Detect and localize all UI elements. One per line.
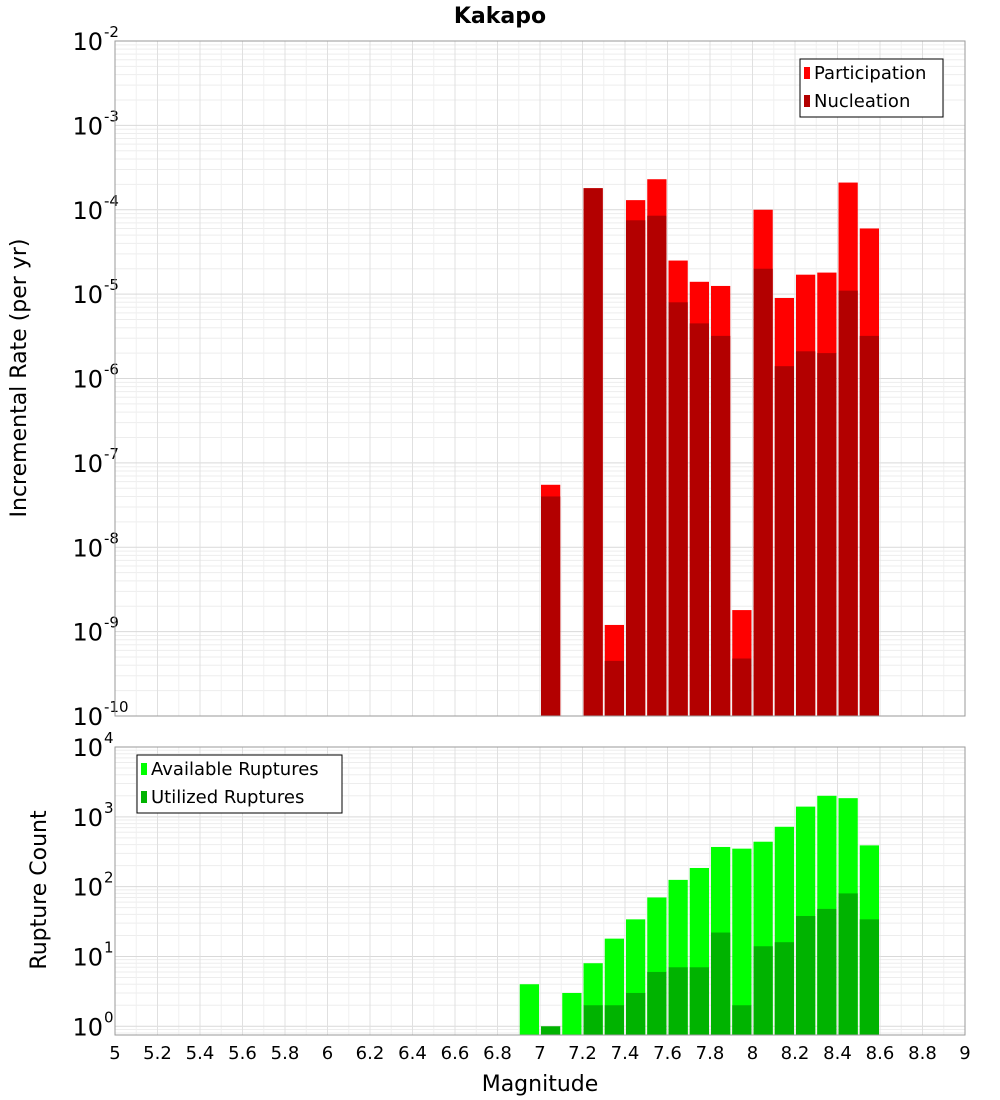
count-bar-utilized-ruptures bbox=[796, 915, 816, 1035]
top-y-axis-label: Incremental Rate (per yr) bbox=[7, 239, 32, 518]
rate-bar-nucleation bbox=[668, 302, 688, 716]
rate-ytick-label-exponent: -8 bbox=[104, 529, 119, 547]
rate-ytick-label-base: 10 bbox=[72, 366, 103, 394]
count-ytick-label-base: 10 bbox=[72, 1013, 103, 1041]
rate-ytick-label-exponent: -6 bbox=[104, 361, 119, 379]
count-ytick-label-exponent: 0 bbox=[104, 1008, 114, 1026]
x-tick-label: 5 bbox=[109, 1043, 120, 1064]
count-bar-utilized-ruptures bbox=[668, 967, 688, 1035]
count-ytick-label-exponent: 4 bbox=[104, 729, 114, 747]
x-tick-label: 7 bbox=[534, 1043, 545, 1064]
count-legend-swatch bbox=[141, 763, 147, 775]
rate-bar-nucleation bbox=[838, 290, 858, 716]
rate-plot-border bbox=[114, 40, 966, 717]
count-bar-utilized-ruptures bbox=[541, 1026, 561, 1035]
x-tick-label: 8.2 bbox=[781, 1043, 810, 1064]
rate-legend-label: Nucleation bbox=[814, 91, 910, 112]
x-tick-label: 7.4 bbox=[611, 1043, 640, 1064]
x-tick-label: 5.2 bbox=[143, 1043, 172, 1064]
x-tick-label: 7.6 bbox=[653, 1043, 682, 1064]
chart-title: Kakapo bbox=[454, 4, 546, 29]
rate-bar-nucleation bbox=[583, 188, 603, 717]
count-ytick-label-base: 10 bbox=[72, 804, 103, 832]
rate-legend-swatch bbox=[804, 95, 810, 107]
rate-ytick-label-exponent: -2 bbox=[104, 23, 119, 41]
rate-bar-nucleation bbox=[774, 366, 794, 716]
x-tick-label: 5.6 bbox=[228, 1043, 257, 1064]
count-ytick-label-exponent: 1 bbox=[104, 938, 114, 956]
count-legend-label: Utilized Ruptures bbox=[151, 787, 304, 808]
rate-ytick-label-base: 10 bbox=[72, 112, 103, 140]
count-ytick-label-base: 10 bbox=[72, 874, 103, 902]
rate-ytick-label-exponent: -7 bbox=[104, 445, 119, 463]
rate-ytick-label-exponent: -9 bbox=[104, 614, 119, 632]
rate-ytick-label-exponent: -5 bbox=[104, 276, 119, 294]
count-bar-utilized-ruptures bbox=[604, 1005, 624, 1035]
rate-bar-nucleation bbox=[753, 268, 773, 716]
rate-ytick-label-base: 10 bbox=[72, 450, 103, 478]
x-tick-label: 9 bbox=[959, 1043, 970, 1064]
x-tick-label: 6.4 bbox=[398, 1043, 427, 1064]
rate-legend-box bbox=[799, 58, 944, 118]
x-axis-label: Magnitude bbox=[482, 1072, 599, 1097]
count-bar-utilized-ruptures bbox=[859, 919, 879, 1035]
count-bar-utilized-ruptures bbox=[817, 908, 837, 1035]
count-bar-utilized-ruptures bbox=[583, 1005, 603, 1035]
count-bar-utilized-ruptures bbox=[626, 992, 646, 1035]
x-tick-label: 8.4 bbox=[823, 1043, 852, 1064]
count-legend-label: Available Ruptures bbox=[151, 759, 319, 780]
rate-legend-swatch bbox=[804, 67, 810, 79]
count-bar-utilized-ruptures bbox=[689, 967, 709, 1035]
x-tick-label: 5.8 bbox=[271, 1043, 300, 1064]
rate-ytick-label-base: 10 bbox=[72, 281, 103, 309]
rate-ytick-label-base: 10 bbox=[72, 619, 103, 647]
rate-bar-nucleation bbox=[626, 220, 646, 717]
rate-ytick-label-base: 10 bbox=[72, 28, 103, 56]
x-tick-label: 6 bbox=[322, 1043, 333, 1064]
rate-ytick-label-exponent: -4 bbox=[104, 192, 119, 210]
count-bar-utilized-ruptures bbox=[732, 1005, 752, 1035]
x-tick-label: 6.2 bbox=[356, 1043, 385, 1064]
count-ytick-label-base: 10 bbox=[72, 943, 103, 971]
count-bar-utilized-ruptures bbox=[774, 942, 794, 1035]
rate-bar-nucleation bbox=[711, 335, 731, 716]
count-bar-utilized-ruptures bbox=[647, 971, 667, 1035]
rate-bar-nucleation bbox=[604, 660, 624, 716]
rate-bar-nucleation bbox=[817, 353, 837, 716]
rate-legend-label: Participation bbox=[814, 63, 926, 84]
count-bar-available-ruptures bbox=[562, 992, 582, 1035]
count-bar-utilized-ruptures bbox=[838, 893, 858, 1035]
count-legend-swatch bbox=[141, 791, 147, 803]
count-bar-utilized-ruptures bbox=[711, 932, 731, 1035]
count-bar-available-ruptures bbox=[732, 848, 752, 1035]
x-tick-label: 8 bbox=[747, 1043, 758, 1064]
x-tick-label: 8.8 bbox=[908, 1043, 937, 1064]
x-tick-label: 7.8 bbox=[696, 1043, 725, 1064]
count-plot-border bbox=[114, 746, 966, 1036]
rate-ytick-label-exponent: -3 bbox=[104, 107, 119, 125]
rate-ytick-label-base: 10 bbox=[72, 197, 103, 225]
x-tick-label: 5.4 bbox=[186, 1043, 215, 1064]
rate-bar-nucleation bbox=[796, 351, 816, 716]
rate-ytick-label-base: 10 bbox=[72, 703, 103, 731]
x-tick-label: 6.8 bbox=[483, 1043, 512, 1064]
count-ytick-label-exponent: 3 bbox=[104, 799, 114, 817]
rate-ytick-label-exponent: -10 bbox=[104, 698, 129, 716]
rate-bar-nucleation bbox=[689, 323, 709, 716]
x-tick-label: 7.2 bbox=[568, 1043, 597, 1064]
rate-ytick-label-base: 10 bbox=[72, 534, 103, 562]
count-legend-box bbox=[136, 754, 343, 814]
rate-bar-nucleation bbox=[541, 496, 561, 716]
x-tick-label: 8.6 bbox=[866, 1043, 895, 1064]
rate-bar-nucleation bbox=[732, 658, 752, 716]
count-bar-utilized-ruptures bbox=[753, 946, 773, 1035]
count-bar-available-ruptures bbox=[519, 984, 539, 1035]
bottom-y-axis-label: Rupture Count bbox=[27, 810, 52, 970]
count-ytick-label-base: 10 bbox=[72, 734, 103, 762]
count-ytick-label-exponent: 2 bbox=[104, 869, 114, 887]
rate-bar-nucleation bbox=[647, 215, 667, 717]
x-tick-label: 6.6 bbox=[441, 1043, 470, 1064]
rate-bar-nucleation bbox=[859, 335, 879, 716]
